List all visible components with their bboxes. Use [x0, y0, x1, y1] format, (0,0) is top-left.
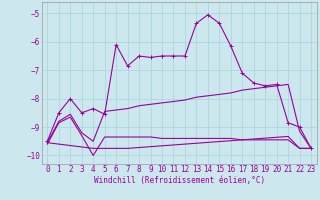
- X-axis label: Windchill (Refroidissement éolien,°C): Windchill (Refroidissement éolien,°C): [94, 176, 265, 185]
